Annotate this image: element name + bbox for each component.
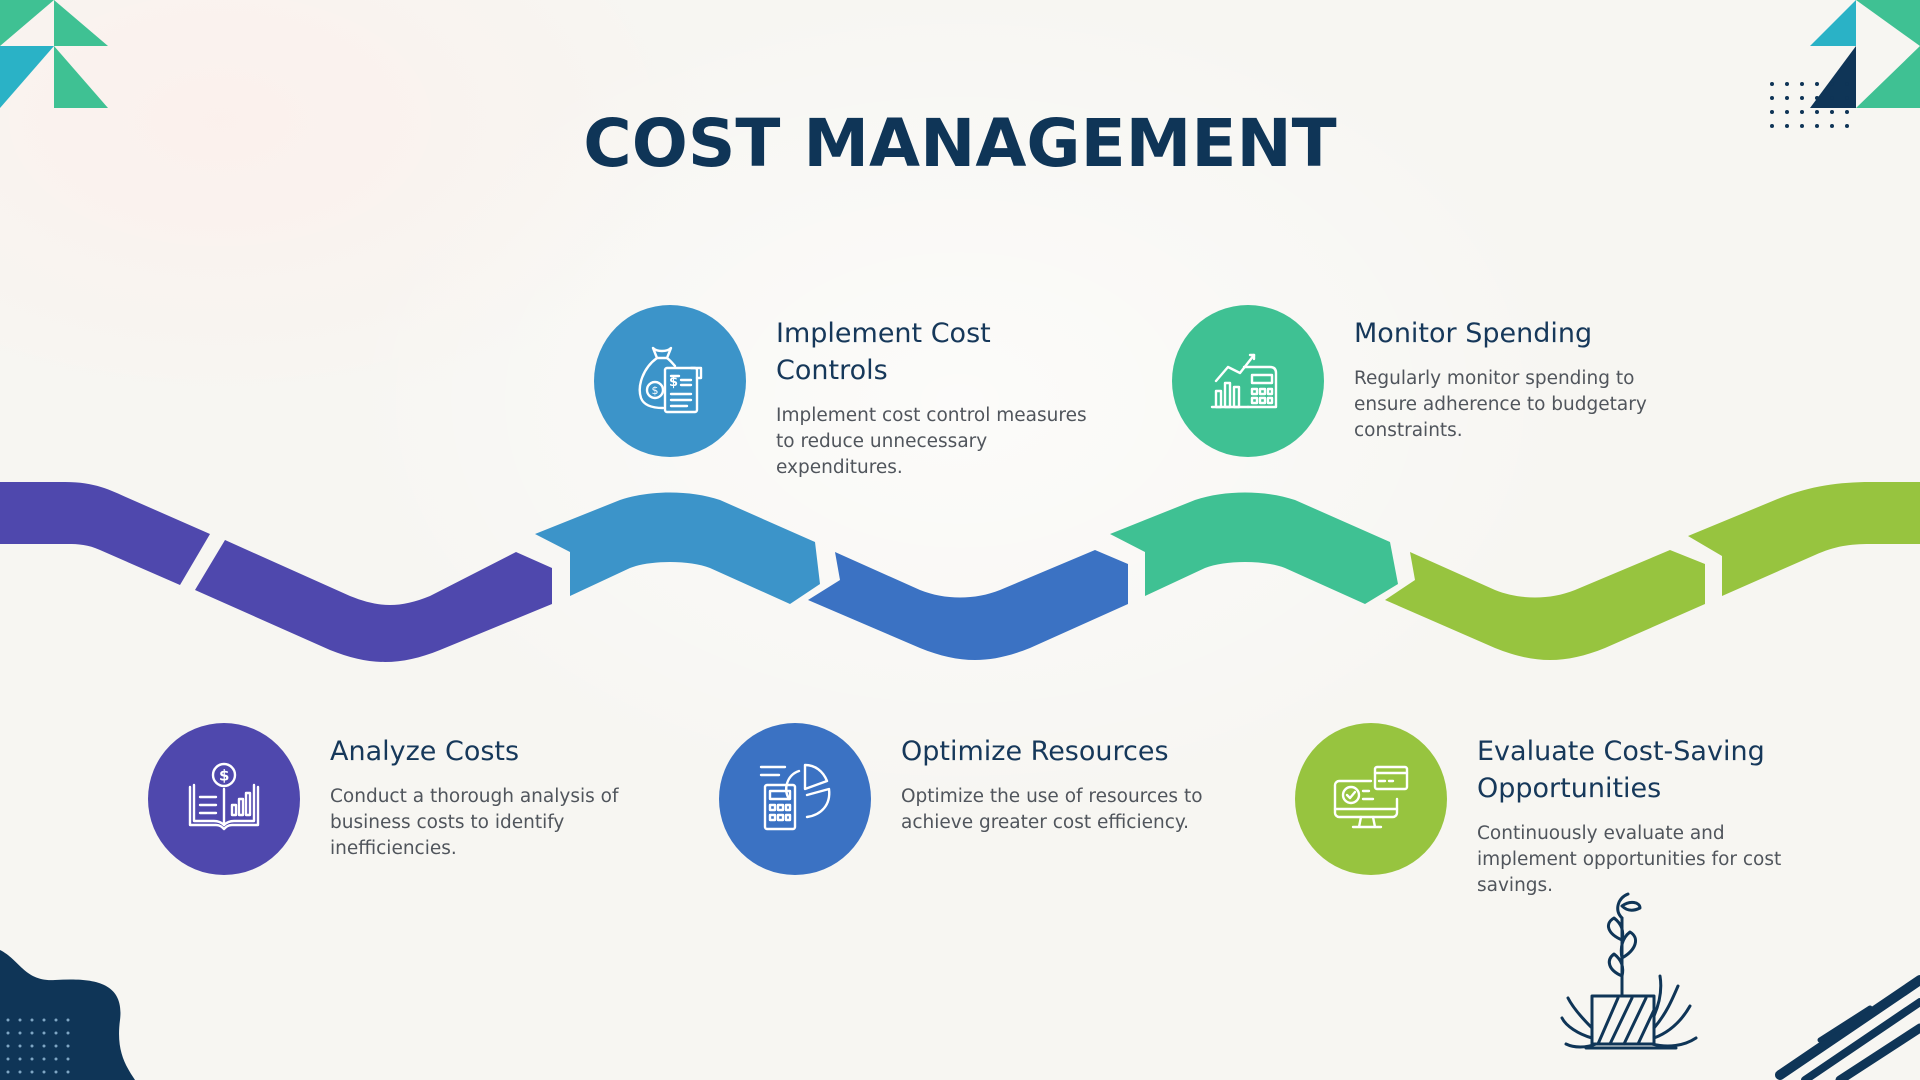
step-description: Implement cost control measures to reduc… [776, 405, 1087, 478]
step-title: Implement Cost Controls [776, 318, 991, 386]
step-title: Analyze Costs [330, 736, 520, 767]
step-description: Conduct a thorough analysis of business … [330, 786, 619, 859]
wave-segment-teal [1110, 492, 1398, 604]
top-right-triangle-decoration [1810, 0, 1920, 108]
step-title: Optimize Resources [901, 736, 1169, 767]
step-text: Implement Cost Controls Implement cost c… [776, 315, 1096, 481]
step-text: Monitor Spending Regularly monitor spend… [1354, 315, 1674, 444]
monitor-checkmark-card-icon [1333, 765, 1409, 829]
step-title: Monitor Spending [1354, 318, 1593, 349]
step-text: Optimize Resources Optimize the use of r… [901, 733, 1221, 836]
potted-plant-illustration [1560, 892, 1698, 1050]
page-title: COST MANAGEMENT [583, 105, 1337, 182]
wave-segment-lime [1385, 482, 1920, 660]
step-description: Continuously evaluate and implement oppo… [1477, 823, 1782, 896]
step-icon-circle [1295, 723, 1447, 875]
wave-ribbon [0, 482, 1920, 662]
svg-text:$: $ [669, 375, 678, 390]
step-icon-circle: $ $ [594, 305, 746, 457]
step-description: Optimize the use of resources to achieve… [901, 786, 1203, 833]
svg-text:$: $ [219, 767, 229, 785]
svg-text:$: $ [652, 384, 659, 397]
bottom-right-brush-strokes [1775, 975, 1920, 1080]
step-icon-circle [719, 723, 871, 875]
step-description: Regularly monitor spending to ensure adh… [1354, 368, 1647, 441]
money-bag-invoice-icon: $ $ [638, 346, 703, 414]
wave-segment-left-purple [0, 482, 552, 662]
dollar-book-chart-icon: $ [188, 762, 260, 831]
chart-calculator-icon [1210, 353, 1278, 409]
wave-segment-royal-blue [808, 550, 1128, 660]
step-title: Evaluate Cost-Saving Opportunities [1477, 736, 1765, 804]
calculator-pie-chart-icon [759, 763, 831, 831]
wave-segment-sky-blue [535, 492, 820, 604]
top-right-dot-grid [1770, 82, 1849, 128]
step-icon-circle [1172, 305, 1324, 457]
bottom-left-blob-decoration [0, 950, 135, 1080]
step-text: Evaluate Cost-Saving Opportunities Conti… [1477, 733, 1797, 899]
step-text: Analyze Costs Conduct a thorough analysi… [330, 733, 650, 862]
top-left-triangle-decoration [0, 0, 108, 108]
step-icon-circle: $ [148, 723, 300, 875]
